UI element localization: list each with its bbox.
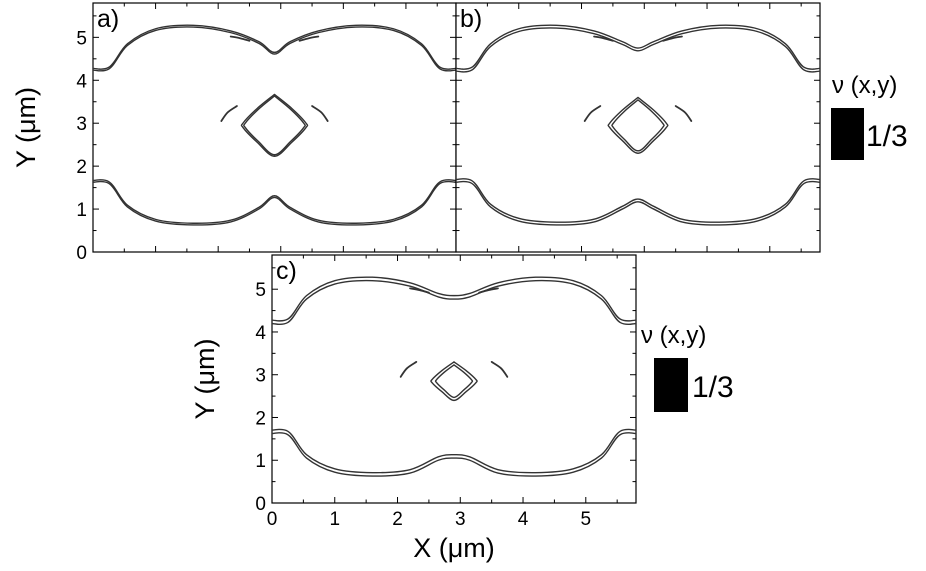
plot-frame — [271, 254, 637, 504]
legend-value-label: 1/3 — [692, 371, 734, 404]
legend: ν (x,y) 1/3 — [831, 72, 908, 160]
y-tick-label: 5 — [76, 28, 87, 49]
y-axis-title: Y (μm) — [190, 338, 220, 419]
contour-lines — [456, 24, 820, 226]
y-tick-label: 4 — [76, 71, 87, 92]
upper-dash-left — [593, 35, 614, 42]
center-arc-left — [583, 105, 602, 122]
x-axis-title: X (μm) — [413, 533, 495, 563]
upper-contour — [272, 276, 636, 322]
y-tick-label: 3 — [255, 366, 266, 387]
legend: ν (x,y) 1/3 — [641, 322, 734, 412]
panel-label: c) — [276, 257, 297, 285]
lower-contour-inner — [93, 179, 456, 224]
y-axis-title: Y (μm) — [11, 87, 41, 168]
y-tick-label: 0 — [255, 494, 266, 515]
upper-contour-inner — [93, 26, 456, 72]
panel-label: b) — [460, 5, 482, 33]
panel-label: a) — [97, 5, 119, 33]
center-arc-left — [399, 361, 418, 378]
center-contour — [240, 93, 309, 157]
y-tick-label: 2 — [255, 408, 266, 429]
y-tick-label: 1 — [255, 451, 266, 472]
panel-b: b) — [455, 2, 821, 253]
x-tick-label: 5 — [581, 509, 592, 530]
upper-contour-inner — [272, 279, 636, 325]
contour-lines — [93, 24, 456, 226]
plot-frame — [92, 2, 457, 253]
panel-c: 0 1 2 3 4 5 0 1 2 3 4 5 c) Y (μm) X (μm) — [190, 254, 637, 563]
x-tick-label: 1 — [329, 509, 340, 530]
axis-ticks — [92, 3, 456, 253]
x-tick-label: 2 — [392, 509, 403, 530]
lower-contour — [272, 432, 636, 477]
center-contour-inner — [434, 364, 474, 399]
y-tick-label: 2 — [76, 157, 87, 178]
y-tick-label: 3 — [76, 114, 87, 135]
upper-contour — [456, 24, 820, 70]
axis-ticks — [455, 3, 820, 253]
axis-ticks — [271, 255, 636, 504]
lower-contour-inner — [456, 178, 820, 223]
plot-frame — [455, 2, 821, 253]
upper-dash-left — [409, 287, 430, 294]
center-contour-inner — [611, 99, 665, 152]
x-tick-label: 3 — [455, 509, 466, 530]
upper-contour — [93, 24, 456, 70]
upper-dash-left — [229, 35, 251, 42]
x-tick-label: 0 — [267, 509, 278, 530]
upper-dash-right — [478, 287, 499, 294]
legend-swatch — [831, 108, 864, 160]
y-tick-label: 4 — [255, 323, 266, 344]
contour-lines — [272, 276, 636, 477]
y-tick-label: 0 — [76, 243, 87, 264]
center-arc-right — [311, 105, 329, 122]
y-tick-label: 5 — [255, 280, 266, 301]
center-arc-right — [674, 105, 693, 122]
legend-swatch — [654, 358, 688, 412]
panel-a: 0 1 2 3 4 5 a) Y (μm) — [11, 2, 457, 264]
upper-dash-right — [662, 35, 683, 42]
center-contour-inner — [243, 95, 306, 156]
y-tick-label: 1 — [76, 200, 87, 221]
legend-title: ν (x,y) — [641, 322, 706, 349]
upper-contour-inner — [456, 27, 820, 73]
legend-title: ν (x,y) — [832, 72, 897, 99]
center-arc-right — [490, 361, 509, 378]
legend-value-label: 1/3 — [866, 120, 908, 153]
center-contour — [430, 361, 478, 402]
upper-dash-right — [298, 35, 320, 42]
center-contour — [607, 96, 669, 154]
center-arc-left — [220, 105, 238, 122]
x-tick-label: 4 — [518, 509, 529, 530]
lower-contour-inner — [272, 428, 636, 474]
lower-contour — [456, 180, 820, 226]
lower-contour — [93, 180, 456, 226]
